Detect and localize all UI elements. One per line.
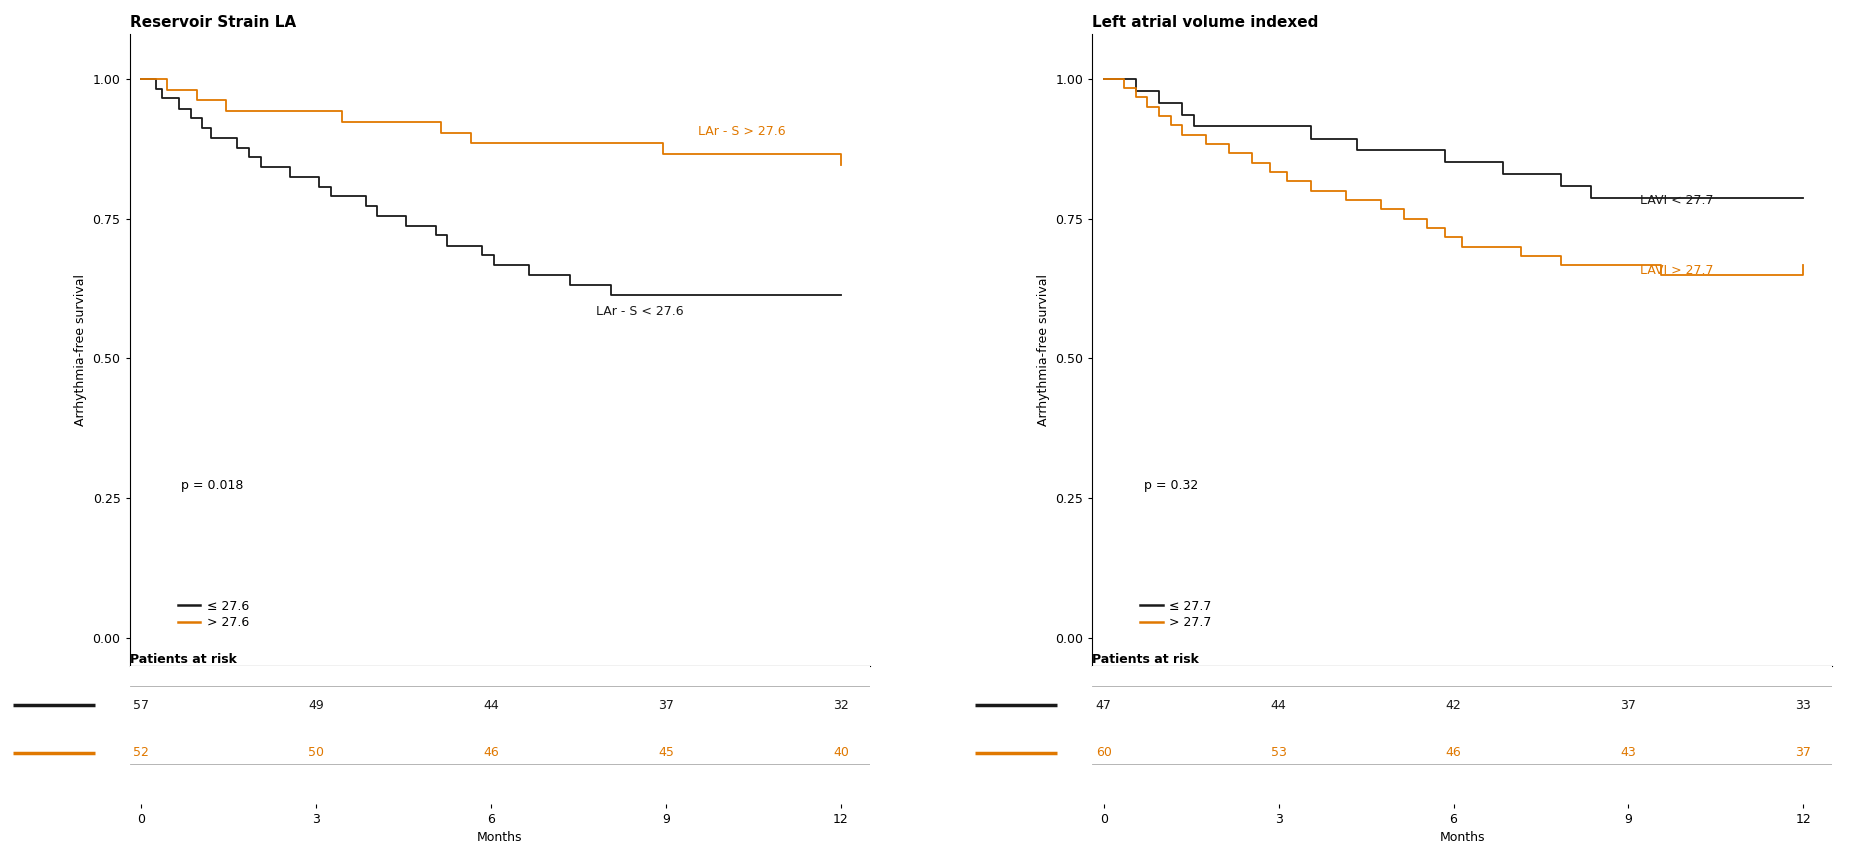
Text: 52: 52 bbox=[133, 746, 150, 759]
X-axis label: time to recurrence (months): time to recurrence (months) bbox=[1373, 693, 1551, 706]
Text: 47: 47 bbox=[1096, 699, 1112, 711]
Text: 44: 44 bbox=[483, 699, 500, 711]
Text: LAr - S > 27.6: LAr - S > 27.6 bbox=[698, 125, 785, 138]
Text: 43: 43 bbox=[1621, 746, 1636, 759]
X-axis label: time to recurrence (months): time to recurrence (months) bbox=[411, 693, 589, 706]
Text: 37: 37 bbox=[1795, 746, 1812, 759]
Text: 46: 46 bbox=[1446, 746, 1462, 759]
Text: Left atrial volume indexed: Left atrial volume indexed bbox=[1092, 15, 1318, 30]
Y-axis label: Arrhythmia-free survival: Arrhythmia-free survival bbox=[74, 274, 87, 426]
Text: 37: 37 bbox=[657, 699, 674, 711]
Text: p = 0.32: p = 0.32 bbox=[1144, 479, 1198, 492]
Text: Patients at risk: Patients at risk bbox=[1092, 653, 1199, 666]
Text: 57: 57 bbox=[133, 699, 150, 711]
Text: 50: 50 bbox=[307, 746, 324, 759]
Text: 46: 46 bbox=[483, 746, 500, 759]
Legend: ≤ 27.7, > 27.7: ≤ 27.7, > 27.7 bbox=[1135, 594, 1216, 634]
X-axis label: Months: Months bbox=[478, 831, 522, 844]
Text: 53: 53 bbox=[1270, 746, 1286, 759]
Text: p = 0.018: p = 0.018 bbox=[181, 479, 244, 492]
Y-axis label: Arrhythmia-free survival: Arrhythmia-free survival bbox=[1037, 274, 1050, 426]
Text: LAr - S < 27.6: LAr - S < 27.6 bbox=[596, 305, 683, 318]
X-axis label: Months: Months bbox=[1440, 831, 1485, 844]
Text: 49: 49 bbox=[309, 699, 324, 711]
Text: 33: 33 bbox=[1795, 699, 1812, 711]
Text: 45: 45 bbox=[657, 746, 674, 759]
Text: Patients at risk: Patients at risk bbox=[130, 653, 237, 666]
Text: 44: 44 bbox=[1272, 699, 1286, 711]
Text: 37: 37 bbox=[1620, 699, 1636, 711]
Text: LAVI > 27.7: LAVI > 27.7 bbox=[1640, 264, 1714, 277]
Text: 42: 42 bbox=[1446, 699, 1462, 711]
Text: 40: 40 bbox=[833, 746, 850, 759]
Legend: ≤ 27.6, > 27.6: ≤ 27.6, > 27.6 bbox=[172, 594, 254, 634]
Text: Reservoir Strain LA: Reservoir Strain LA bbox=[130, 15, 296, 30]
Text: 32: 32 bbox=[833, 699, 850, 711]
Text: LAVI < 27.7: LAVI < 27.7 bbox=[1640, 193, 1714, 207]
Text: 60: 60 bbox=[1096, 746, 1112, 759]
